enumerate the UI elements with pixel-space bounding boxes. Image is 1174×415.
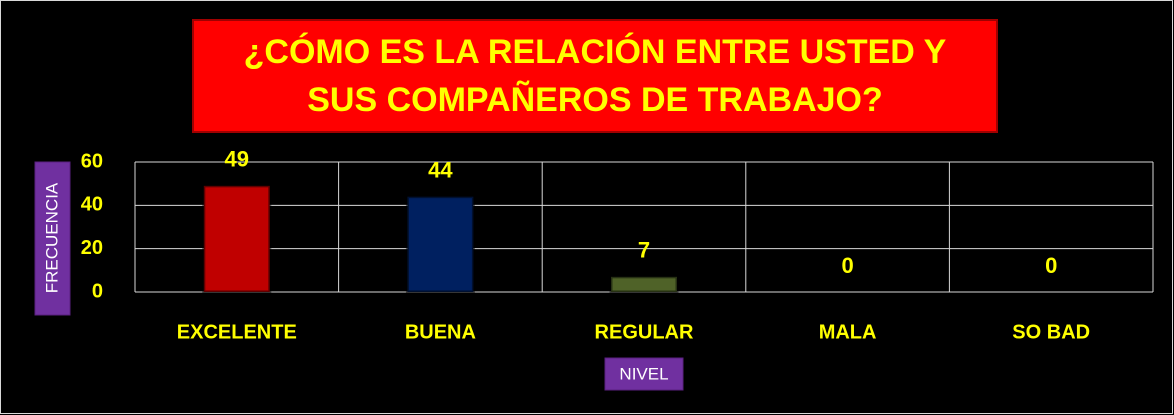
x-axis-label: NIVEL (619, 364, 668, 383)
title-wrap: ¿CÓMO ES LA RELACIÓN ENTRE USTED Y SUS C… (243, 33, 947, 119)
y-axis-label: FRECUENCIA (42, 182, 61, 293)
y-label-box (34, 161, 71, 316)
y-tick-label: 40 (81, 194, 103, 216)
title-box (192, 19, 998, 133)
chart-title: ¿CÓMO ES LA RELACIÓN ENTRE USTED Y SUS C… (243, 33, 947, 119)
data-label: 44 (428, 157, 453, 182)
data-label: 7 (638, 238, 650, 263)
x-tick-label: REGULAR (595, 321, 694, 343)
x-tick-label: BUENA (405, 321, 476, 343)
data-label: 49 (225, 147, 249, 172)
bar (609, 275, 679, 294)
data-label: 0 (841, 253, 853, 278)
y-tick-label: 0 (92, 280, 103, 302)
bar (202, 184, 272, 294)
data-label: 0 (1045, 253, 1057, 278)
y-tick-label: 20 (81, 237, 103, 259)
y-tick-label: 60 (81, 150, 103, 172)
x-tick-label: SO BAD (1012, 321, 1090, 343)
bar (405, 195, 475, 294)
x-label-box (604, 357, 684, 391)
x-tick-label: MALA (819, 321, 877, 343)
x-tick-label: EXCELENTE (177, 321, 297, 343)
